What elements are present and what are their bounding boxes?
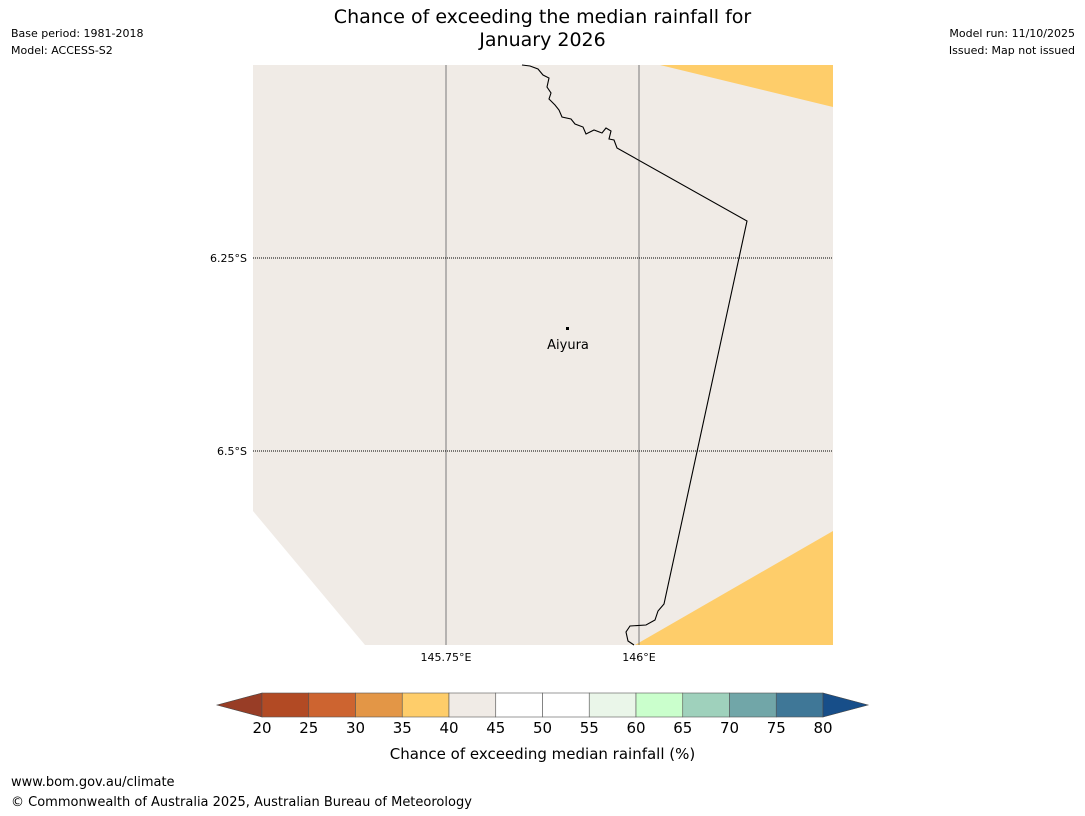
colorbar-segment bbox=[588, 692, 637, 718]
colorbar-segment bbox=[775, 692, 824, 718]
title-line-2: January 2026 bbox=[479, 29, 606, 51]
colorbar-tick-label: 75 bbox=[766, 719, 786, 737]
map-region-top-right bbox=[660, 65, 833, 107]
aiyura-marker bbox=[566, 327, 569, 330]
colorbar-segment bbox=[682, 692, 730, 718]
colorbar-tick-label: 30 bbox=[345, 719, 366, 737]
colorbar-label: Chance of exceeding median rainfall (%) bbox=[389, 745, 696, 763]
lon-label: 146°E bbox=[622, 651, 655, 664]
colorbar-over-triangle bbox=[822, 692, 870, 718]
province-boundary bbox=[521, 64, 748, 646]
colorbar-segment bbox=[308, 692, 356, 718]
colorbar-ticks: 20 25 30 35 40 45 50 55 60 65 70 75 80 bbox=[0, 719, 1085, 739]
colorbar-segment bbox=[542, 692, 590, 718]
aiyura-label: Aiyura bbox=[547, 338, 589, 353]
lat-label: 6.5°S bbox=[217, 445, 247, 458]
base-period-text: Base period: 1981-2018 bbox=[11, 27, 144, 40]
title-line-1: Chance of exceeding the median rainfall … bbox=[333, 6, 752, 28]
colorbar-tick-label: 60 bbox=[626, 719, 646, 737]
footer-url[interactable]: www.bom.gov.au/climate bbox=[11, 775, 175, 790]
map-figure: Aiyura 6.25°S 6.5°S 145.75°E 146°E bbox=[210, 64, 833, 664]
colorbar-segment bbox=[355, 692, 403, 718]
colorbar-tick-label: 45 bbox=[486, 719, 506, 737]
colorbar-tick-label: 40 bbox=[439, 719, 459, 737]
model-text: Model: ACCESS-S2 bbox=[11, 44, 113, 57]
colorbar-segment bbox=[261, 692, 310, 718]
map-region-bottom-right bbox=[635, 531, 833, 645]
colorbar-under-triangle bbox=[215, 692, 263, 718]
issued-text: Issued: Map not issued bbox=[948, 44, 1075, 57]
lon-label: 145.75°E bbox=[421, 651, 472, 664]
colorbar-tick-label: 35 bbox=[392, 719, 412, 737]
colorbar bbox=[215, 692, 870, 718]
colorbar-tick-label: 80 bbox=[813, 719, 833, 737]
colorbar-segment bbox=[448, 692, 497, 718]
footer-copyright: © Commonwealth of Australia 2025, Austra… bbox=[11, 795, 472, 810]
lat-label: 6.25°S bbox=[210, 252, 247, 265]
colorbar-tick-label: 20 bbox=[252, 719, 272, 737]
model-run-text: Model run: 11/10/2025 bbox=[949, 27, 1075, 40]
colorbar-segment bbox=[495, 692, 543, 718]
colorbar-tick-label: 25 bbox=[299, 719, 319, 737]
colorbar-segment bbox=[635, 692, 684, 718]
colorbar-tick-label: 70 bbox=[719, 719, 740, 737]
page-title: Chance of exceeding the median rainfall … bbox=[0, 6, 1085, 52]
colorbar-tick-label: 50 bbox=[532, 719, 553, 737]
map-land-area bbox=[253, 65, 833, 645]
colorbar-tick-label: 65 bbox=[673, 719, 693, 737]
colorbar-segment bbox=[729, 692, 777, 718]
colorbar-tick-label: 55 bbox=[579, 719, 599, 737]
colorbar-segment bbox=[401, 692, 450, 718]
